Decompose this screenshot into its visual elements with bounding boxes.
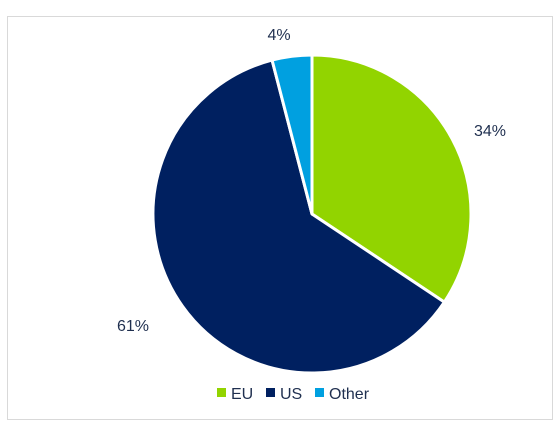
pie-slice-us [151,58,446,375]
legend-label-us: US [280,386,302,403]
data-label-eu: 34% [474,123,506,140]
pie-slices [151,53,473,375]
legend-swatch-other [315,388,324,397]
legend-label-other: Other [329,386,370,403]
pie-data-labels: 34% 61% 4% [117,27,506,335]
data-label-other: 4% [267,27,290,44]
data-label-us: 61% [117,318,149,335]
legend-swatch-eu [217,388,226,397]
legend-swatch-us [266,388,275,397]
legend-label-eu: EU [231,386,253,403]
chart-legend: EU US Other [217,386,370,403]
pie-slice-other [270,53,314,216]
